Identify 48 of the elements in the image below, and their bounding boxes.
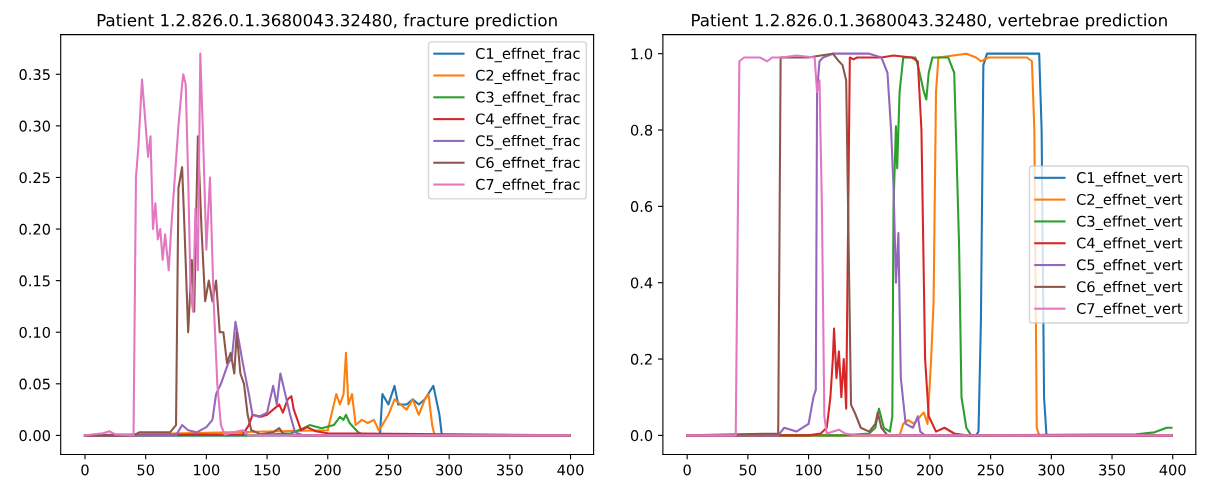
legend-label: C3_effnet_frac (476, 91, 580, 106)
legend-label: C1_effnet_vert (1076, 171, 1183, 187)
x-tick-label: 400 (1159, 464, 1186, 476)
chart-title: Patient 1.2.826.0.1.3680043.32480, fracture prediction (97, 13, 557, 30)
y-tick-label: 0.20 (19, 223, 51, 235)
y-tick-label: 0.4 (630, 277, 653, 289)
x-tick-label: 200 (314, 464, 341, 476)
legend-label: C3_effnet_vert (1076, 215, 1183, 230)
x-tick-label: 50 (137, 464, 154, 476)
x-tick-label: 100 (194, 464, 220, 476)
y-tick-label: 0.35 (19, 69, 50, 81)
x-tick-label: 0 (683, 464, 691, 476)
x-tick-label: 50 (739, 464, 757, 476)
y-tick-label: 0.25 (19, 172, 50, 184)
legend-label: C4_effnet_vert (1076, 237, 1183, 252)
y-tick-label: 0.0 (630, 430, 653, 442)
y-tick-label: 0.30 (19, 120, 51, 132)
y-tick-label: 0.6 (630, 201, 653, 213)
legend-label: C7_effnet_vert (1076, 302, 1183, 318)
legend-label: C2_effnet_frac (476, 69, 580, 85)
y-tick-label: 0.8 (630, 124, 653, 136)
x-tick-label: 300 (1038, 464, 1065, 476)
x-tick-label: 150 (254, 464, 281, 476)
y-tick-label: 0.05 (19, 378, 50, 390)
y-tick-label: 0.2 (630, 353, 652, 365)
x-tick-label: 350 (497, 464, 523, 476)
y-tick-label: 0.00 (19, 430, 51, 442)
legend-label: C4_effnet_frac (476, 113, 580, 128)
legend-label: C6_effnet_vert (1076, 280, 1183, 296)
x-tick-label: 250 (375, 464, 402, 476)
x-tick-label: 150 (856, 464, 883, 476)
x-tick-label: 350 (1099, 464, 1125, 476)
x-tick-label: 250 (977, 464, 1004, 476)
x-tick-label: 100 (796, 464, 822, 476)
x-tick-label: 200 (917, 464, 943, 476)
legend-label: C1_effnet_frac (476, 47, 580, 63)
x-tick-label: 0 (81, 464, 89, 476)
x-tick-label: 300 (436, 464, 463, 476)
y-tick-label: 1.0 (631, 48, 653, 60)
y-tick-label: 0.15 (19, 275, 50, 287)
y-tick-label: 0.10 (19, 326, 51, 338)
legend-label: C2_effnet_vert (1076, 193, 1183, 209)
legend-label: C6_effnet_frac (476, 156, 580, 172)
x-tick-label: 400 (557, 464, 584, 476)
legend-label: C5_effnet_vert (1076, 259, 1183, 274)
legend-label: C7_effnet_frac (476, 178, 580, 194)
chart-title: Patient 1.2.826.0.1.3680043.32480, vertebrae prediction (692, 13, 1167, 30)
legend-label: C5_effnet_frac (476, 134, 580, 150)
